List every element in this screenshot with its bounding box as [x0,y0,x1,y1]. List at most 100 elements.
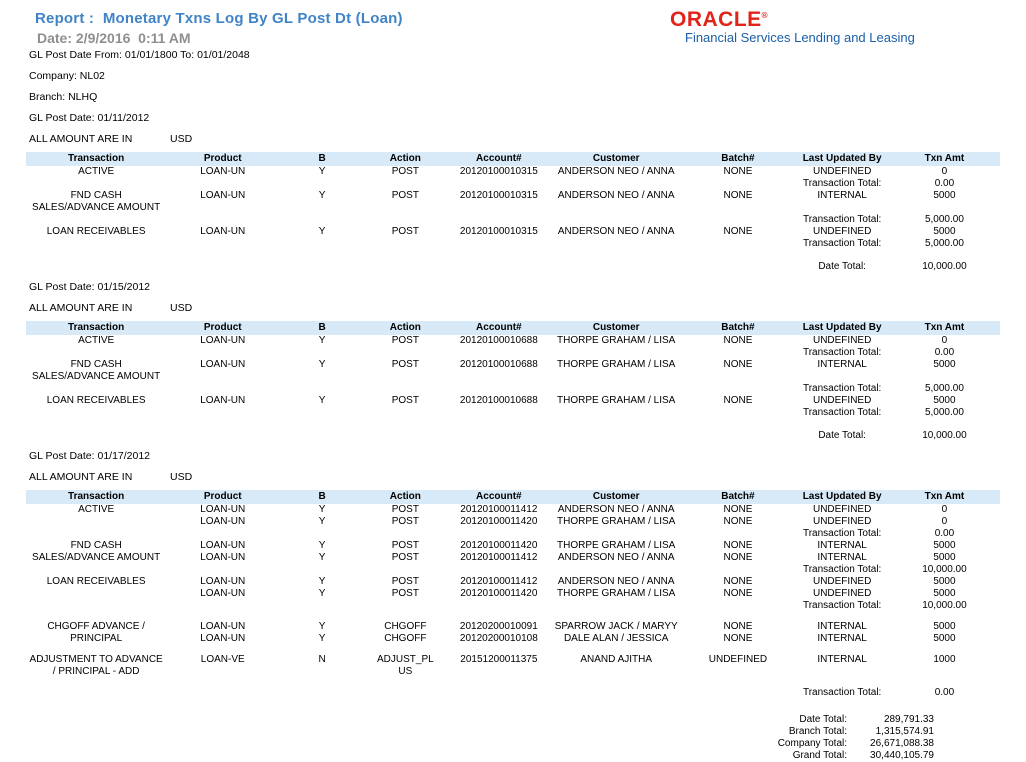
table-row: ACTIVE LOAN-UN Y POST 20120100011412 ANDERSON… [26,504,1000,516]
table-row: LOAN-UN Y CHGOFF 20120200010108 DALE ALAN / … [26,633,1000,645]
cell-action-text: POST [391,504,419,515]
cell-last-updated-by: UNDEFINED [812,504,872,515]
cell-action-text: ADJUST_PLUS [376,654,434,677]
grand-total-label: Company Total: [777,738,847,749]
cell-last-updated-by: UNDEFINED [812,516,872,527]
cell-customer: THORPE GRAHAM / LISA [557,359,676,370]
cell-b: N [318,654,326,665]
transaction-total-row: Transaction Total: 0.00 [26,347,1000,359]
cell-action: POST [365,552,446,564]
cell-batch: NONE [723,588,753,599]
section-amount-note-line: ALL AMOUNT ARE IN USD [29,134,1000,145]
cell-action: ADJUST_PLUS [365,645,446,678]
table-header-row: Transaction Product B Action Account# Custome… [26,490,1000,504]
column-header: Action [364,490,446,504]
column-header: Transaction [26,490,167,504]
cell-b: Y [318,552,326,563]
cell-transaction: ACTIVE [78,166,115,177]
cell-batch: NONE [723,516,753,527]
gl-post-date-section: GL Post Date: 01/15/2012 ALL AMOUNT ARE I… [26,282,1000,442]
cell-batch: NONE [723,552,753,563]
date-total-row: Date Total: 10,000.00 [26,250,1000,273]
currency-code: USD [170,302,193,314]
cell-last-updated-by: INTERNAL [817,540,867,551]
cell-b: Y [318,359,326,370]
section-amount-note-line: ALL AMOUNT ARE IN USD [29,303,1000,314]
cell-transaction: LOAN RECEIVABLES [46,226,146,237]
grand-total-amount: 289,791.33 [883,714,934,725]
column-header: Customer [551,490,681,504]
table-row: LOAN RECEIVABLES LOAN-UN Y POST 201201000114… [26,576,1000,588]
cell-batch: NONE [723,633,753,644]
cell-customer: ANDERSON NEO / ANNA [557,166,675,177]
cell-txn-amt: 5000 [933,552,956,563]
table-header-row: Transaction Product B Action Account# Custome… [26,321,1000,335]
oracle-logo-text: ORACLE [670,8,762,31]
total-amount: 0.00 [934,178,955,189]
transactions-table: Transaction Product B Action Account# Custome… [26,152,1000,273]
cell-last-updated-by: UNDEFINED [812,576,872,587]
cell-action-text: POST [391,540,419,551]
total-amount: 10,000.00 [922,430,967,441]
cell-b: Y [318,190,326,201]
cell-b: Y [318,166,326,177]
cell-batch: NONE [723,226,753,237]
cell-product: LOAN-UN [200,190,246,201]
cell-product: LOAN-UN [200,621,246,632]
registered-mark-icon: ® [761,11,769,20]
total-label: Transaction Total: [802,238,882,249]
currency-code: USD [170,471,193,483]
total-amount: 5,000.00 [924,383,964,394]
cell-b: Y [318,516,326,527]
section-amount-note-line: ALL AMOUNT ARE IN USD [29,472,1000,483]
table-row: CHGOFF ADVANCE / PRINCIPAL LOAN-UN Y CHGOFF… [26,612,1000,644]
total-spacer [26,347,795,359]
brand-tagline: Financial Services Lending and Leasing [685,30,915,45]
cell-last-updated-by: INTERNAL [817,621,867,632]
cell-action: POST [365,576,446,588]
column-header: Transaction [26,152,167,166]
cell-last-updated-by: INTERNAL [817,552,867,563]
cell-batch: NONE [723,190,753,201]
report-sections: GL Post Date: 01/11/2012 ALL AMOUNT ARE I… [26,113,1000,699]
cell-b: Y [318,540,326,551]
cell-txn-amt: 0 [941,516,948,527]
total-label: Date Total: [818,261,866,272]
cell-action-text: POST [391,335,419,346]
cell-action-text: POST [391,588,419,599]
cell-batch: NONE [723,576,753,587]
cell-last-updated-by: UNDEFINED [812,335,872,346]
cell-last-updated-by: UNDEFINED [812,226,872,237]
cell-account: 20120100011412 [460,552,538,563]
cell-txn-amt: 5000 [933,395,956,406]
amount-note-label: ALL AMOUNT ARE IN [29,471,133,483]
cell-action: POST [365,395,446,407]
cell-b: Y [318,504,326,515]
cell-txn-amt: 5000 [933,359,956,370]
cell-customer: ANAND AJITHA [580,654,653,665]
column-header: Batch# [680,152,796,166]
grand-total-label: Branch Total: [788,726,847,737]
table-row: ACTIVE LOAN-UN Y POST 20120100010688 THORPE G… [26,335,1000,347]
grand-total-row: Branch Total: 1,315,574.91 [778,726,934,738]
cell-action-text: POST [391,576,419,587]
total-label: Transaction Total: [802,178,882,189]
cell-action: POST [365,588,446,600]
column-header: Account# [445,152,552,166]
column-header: Txn Amt [888,152,1000,166]
cell-batch: UNDEFINED [708,654,768,665]
total-label: Transaction Total: [802,687,882,698]
cell-customer: ANDERSON NEO / ANNA [557,576,675,587]
cell-action: POST [365,226,446,238]
cell-action-text: POST [391,395,419,406]
cell-action-text: POST [391,226,419,237]
cell-transaction: ADJUSTMENT TO ADVANCE / PRINCIPAL - ADD [29,654,163,677]
column-header: B [279,321,365,335]
total-label: Transaction Total: [802,347,882,358]
total-label: Transaction Total: [802,214,882,225]
total-label: Transaction Total: [802,600,882,611]
table-row: LOAN-UN Y POST 20120100011412 ANDERSON NEO /… [26,552,1000,564]
cell-product: LOAN-UN [200,395,246,406]
table-row: FND CASH SALES/ADVANCE AMOUNT LOAN-UN Y POS… [26,540,1000,563]
cell-action: POST [365,166,446,178]
